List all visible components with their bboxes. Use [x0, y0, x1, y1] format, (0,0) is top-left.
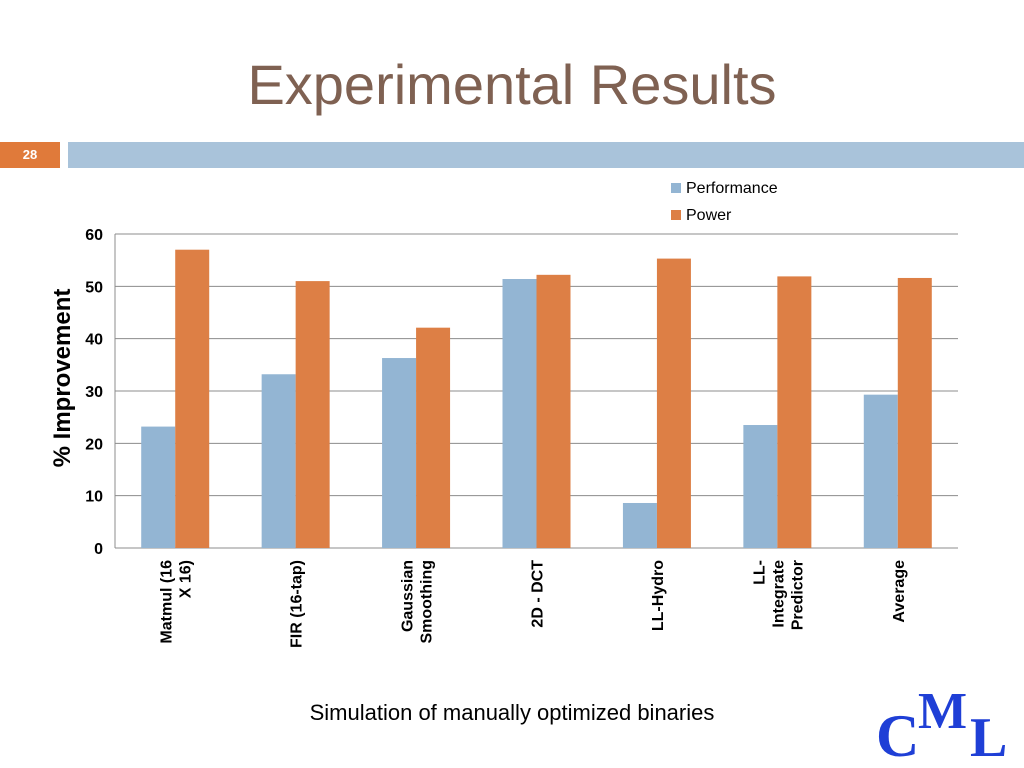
x-tick-label: Gaussian Smoothing [400, 560, 436, 644]
legend-swatch [671, 210, 681, 220]
x-tick-label-line: Average [891, 560, 908, 623]
x-tick-label-line: Integrate [770, 560, 787, 628]
y-tick-labels: 0 10 20 30 40 50 60 [85, 227, 103, 558]
bar-power [897, 277, 932, 548]
x-tick-label-line: LL- [751, 560, 768, 585]
y-axis-label: % Improvement [49, 289, 76, 468]
bar-performance [141, 426, 176, 548]
bar-power [295, 281, 330, 548]
slide-caption: Simulation of manually optimized binarie… [309, 700, 715, 725]
bar-performance [382, 358, 417, 548]
legend: Performance Power [671, 180, 778, 224]
x-tick-label: LL- Integrate Predictor [751, 560, 806, 630]
svg-text:M: M [918, 683, 967, 740]
x-tick-label-line: Matmul (16 [159, 560, 176, 644]
x-tick-label-line: Smoothing [419, 560, 436, 644]
x-tick-label: FIR (16-tap) [289, 560, 306, 648]
bar-performance [261, 374, 296, 548]
y-tick-label: 0 [94, 541, 103, 558]
slide-title: Experimental Results [247, 53, 777, 116]
cml-logo: C M L [876, 683, 1007, 762]
x-tick-label-line: 2D - DCT [530, 560, 547, 628]
y-tick-label: 20 [85, 436, 103, 453]
x-tick-label: LL-Hydro [650, 560, 667, 631]
bar-power [777, 276, 812, 548]
legend-label: Performance [686, 180, 778, 197]
svg-text:C: C [876, 703, 919, 762]
bar-power [175, 249, 210, 548]
slide-number: 28 [22, 147, 38, 162]
legend-swatch [671, 183, 681, 193]
bar-performance [863, 394, 898, 548]
bar-performance [502, 279, 537, 548]
bar-power [536, 274, 571, 548]
bar-chart: 0 10 20 30 40 50 60 Matmul (16 X 16) FIR (16-tap… [49, 180, 958, 648]
svg-text:L: L [970, 707, 1007, 762]
x-tick-label-line: FIR (16-tap) [289, 560, 306, 648]
bar-power [416, 327, 451, 548]
bar-power [656, 258, 691, 548]
bars [141, 249, 932, 548]
header-band [68, 142, 1024, 168]
x-tick-label: 2D - DCT [530, 560, 547, 628]
x-tick-label-line: Predictor [789, 560, 806, 630]
y-tick-label: 30 [85, 384, 103, 401]
x-tick-label-line: Gaussian [400, 560, 417, 632]
x-tick-label-line: LL-Hydro [650, 560, 667, 631]
x-tick-labels: Matmul (16 X 16) FIR (16-tap) Gaussian Smoot… [159, 560, 908, 648]
slide-number-box: 28 [0, 142, 60, 168]
x-tick-label: Average [891, 560, 908, 623]
y-tick-label: 10 [85, 489, 103, 506]
legend-label: Power [686, 207, 732, 224]
y-tick-label: 60 [85, 227, 103, 244]
bar-performance [743, 425, 778, 548]
y-tick-label: 50 [85, 279, 103, 296]
x-tick-label: Matmul (16 X 16) [159, 560, 195, 644]
x-tick-label-line: X 16) [178, 560, 195, 598]
bar-performance [622, 502, 657, 548]
y-tick-label: 40 [85, 332, 103, 349]
